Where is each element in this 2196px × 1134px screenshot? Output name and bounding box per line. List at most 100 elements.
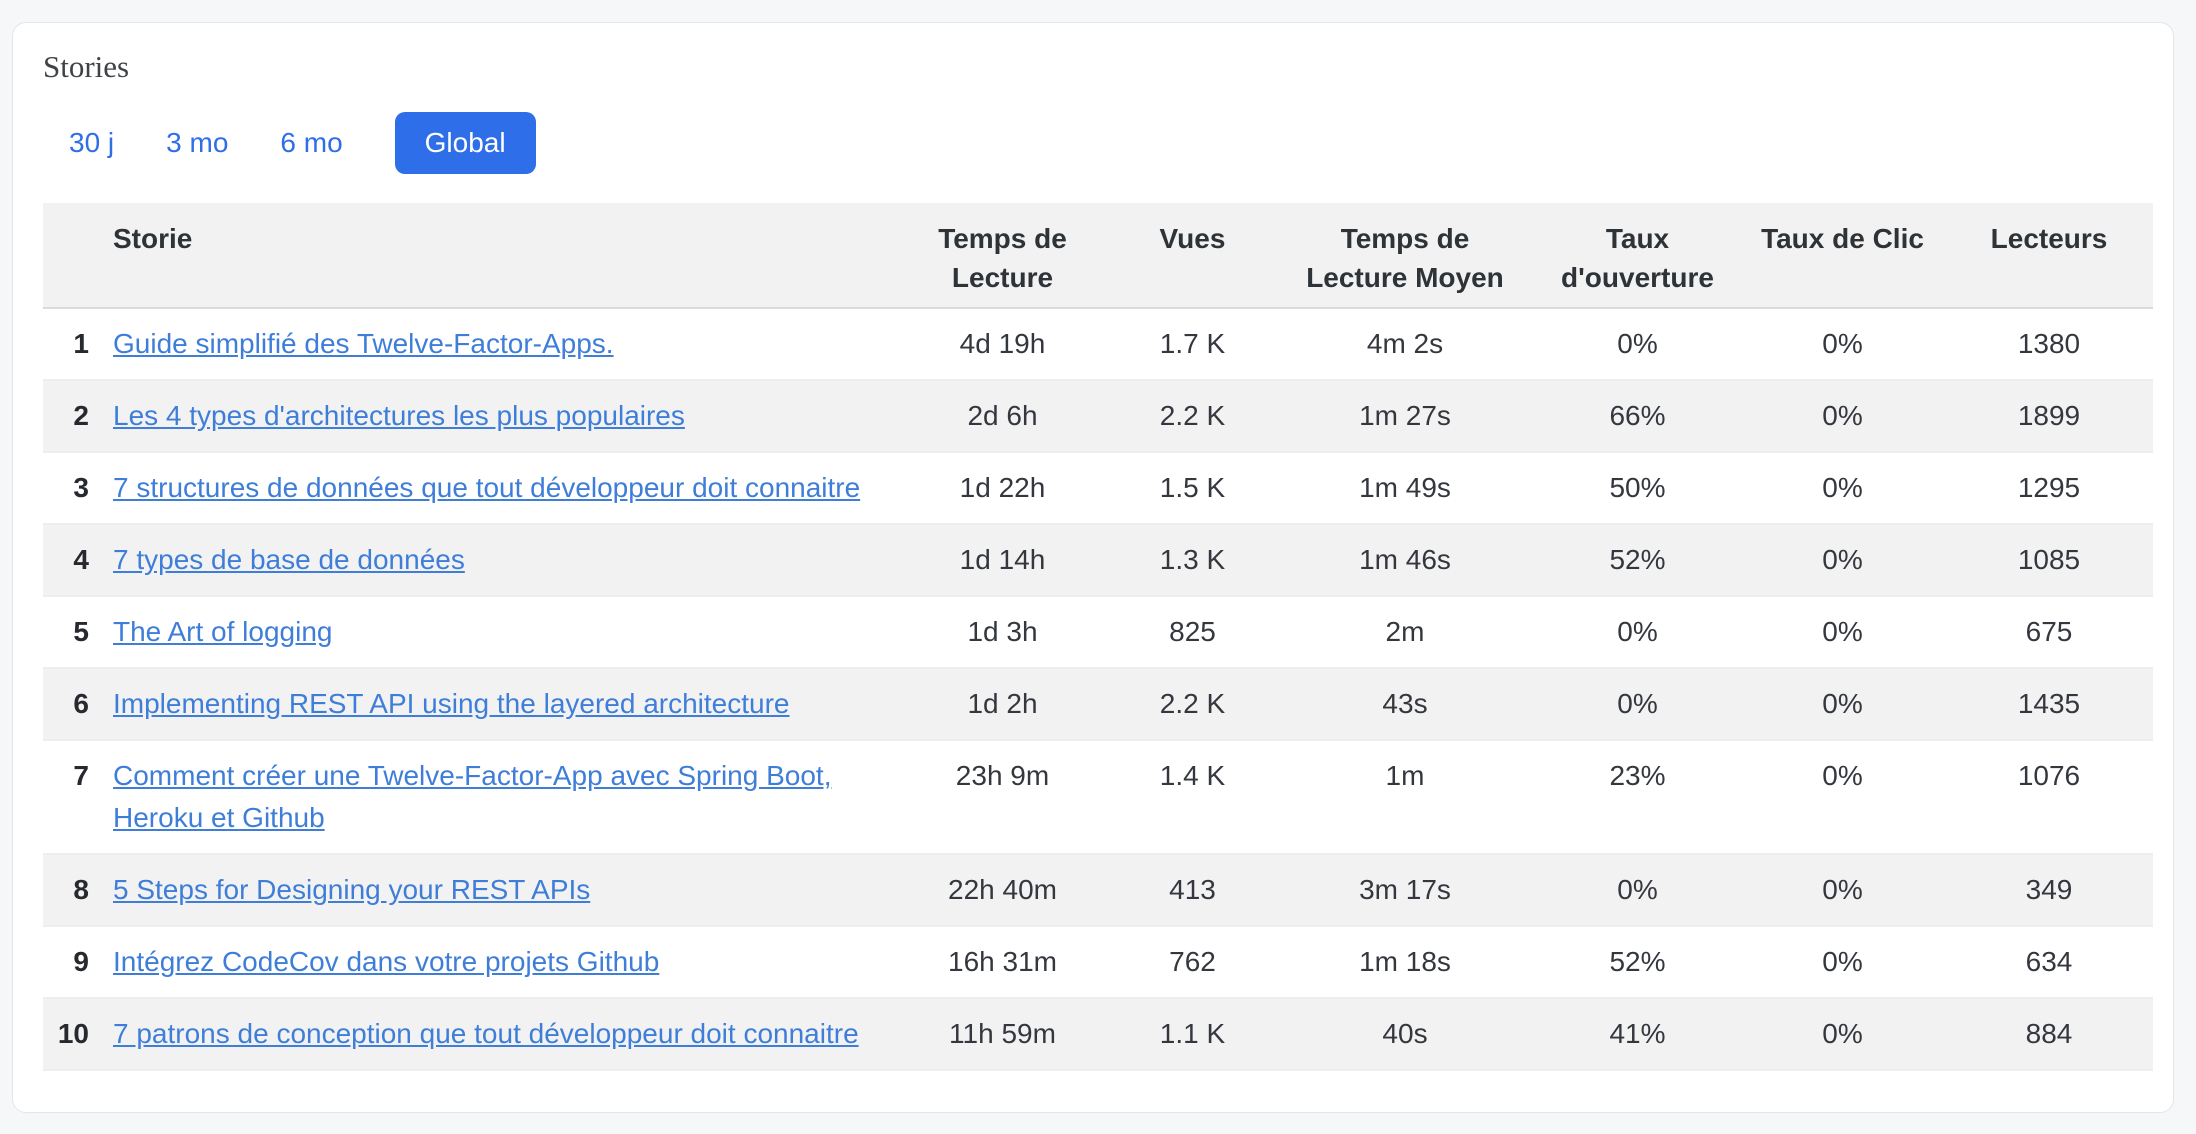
column-header-ouv: Taux d'ouverture [1535,203,1740,309]
views-cell: 762 [1110,926,1275,999]
views-cell: 1.5 K [1110,452,1275,525]
tab-3mo[interactable]: 3 mo [166,127,229,158]
avg-reading-time-cell: 1m 46s [1275,524,1535,597]
stories-card: Stories 30 j 3 mo 6 mo Global Storie Temps d… [12,22,2174,1113]
story-link[interactable]: Implementing REST API using the layered … [113,688,790,719]
readers-cell: 1295 [1945,452,2153,525]
readers-cell: 349 [1945,854,2153,927]
reading-time-cell: 1d 3h [895,596,1110,669]
story-link[interactable]: Intégrez CodeCov dans votre projets Gith… [113,946,660,977]
open-rate-cell: 0% [1535,854,1740,927]
column-header-tdlm: Temps de Lecture Moyen [1275,203,1535,309]
story-link[interactable]: 7 structures de données que tout dévelop… [113,472,861,503]
story-link[interactable]: Guide simplifié des Twelve-Factor-Apps. [113,328,614,359]
click-rate-cell: 0% [1740,998,1945,1071]
reading-time-cell: 16h 31m [895,926,1110,999]
avg-reading-time-cell: 4m 2s [1275,308,1535,381]
table-row: 10 7 patrons de conception que tout dével… [43,998,2153,1071]
open-rate-cell: 66% [1535,380,1740,453]
click-rate-cell: 0% [1740,926,1945,999]
column-header-tdl: Temps de Lecture [895,203,1110,309]
row-rank: 2 [43,380,95,453]
period-tabs: 30 j 3 mo 6 mo Global [69,111,2151,175]
table-row: 4 7 types de base de données 1d 14h 1.3 K 1m… [43,524,2153,597]
views-cell: 413 [1110,854,1275,927]
readers-cell: 634 [1945,926,2153,999]
open-rate-cell: 0% [1535,308,1740,381]
story-link[interactable]: Les 4 types d'architectures les plus pop… [113,400,685,431]
story-link[interactable]: The Art of logging [113,616,333,647]
reading-time-cell: 2d 6h [895,380,1110,453]
story-link[interactable]: Comment créer une Twelve-Factor-App avec… [113,760,832,833]
story-title-cell: The Art of logging [95,596,895,669]
story-link[interactable]: 5 Steps for Designing your REST APIs [113,874,591,905]
table-row: 8 5 Steps for Designing your REST APIs 22h… [43,854,2153,927]
row-rank: 3 [43,452,95,525]
table-row: 3 7 structures de données que tout dévelo… [43,452,2153,525]
card-title: Stories [43,49,130,84]
open-rate-cell: 23% [1535,740,1740,855]
column-header-clic: Taux de Clic [1740,203,1945,309]
column-header-lect: Lecteurs [1945,203,2153,309]
tab-30j[interactable]: 30 j [69,127,115,158]
table-row: 2 Les 4 types d'architectures les plus po… [43,380,2153,453]
story-title-cell: 5 Steps for Designing your REST APIs [95,854,895,927]
tab-global[interactable]: Global [394,112,536,174]
story-title-cell: Implementing REST API using the layered … [95,668,895,741]
story-link[interactable]: 7 patrons de conception que tout dévelop… [113,1018,859,1049]
reading-time-cell: 1d 14h [895,524,1110,597]
row-rank: 4 [43,524,95,597]
views-cell: 825 [1110,596,1275,669]
views-cell: 1.1 K [1110,998,1275,1071]
story-title-cell: 7 patrons de conception que tout dévelop… [95,998,895,1071]
tab-6mo[interactable]: 6 mo [280,127,343,158]
avg-reading-time-cell: 1m 49s [1275,452,1535,525]
click-rate-cell: 0% [1740,596,1945,669]
reading-time-cell: 4d 19h [895,308,1110,381]
row-rank: 6 [43,668,95,741]
reading-time-cell: 11h 59m [895,998,1110,1071]
avg-reading-time-cell: 1m 27s [1275,380,1535,453]
table-row: 7 Comment créer une Twelve-Factor-App ave… [43,740,2153,855]
row-rank: 7 [43,740,95,855]
reading-time-cell: 1d 2h [895,668,1110,741]
row-rank: 10 [43,998,95,1071]
click-rate-cell: 0% [1740,308,1945,381]
views-cell: 1.3 K [1110,524,1275,597]
views-cell: 1.4 K [1110,740,1275,855]
readers-cell: 1085 [1945,524,2153,597]
open-rate-cell: 52% [1535,926,1740,999]
story-title-cell: Intégrez CodeCov dans votre projets Gith… [95,926,895,999]
reading-time-cell: 1d 22h [895,452,1110,525]
story-link[interactable]: 7 types de base de données [113,544,465,575]
open-rate-cell: 50% [1535,452,1740,525]
row-rank: 8 [43,854,95,927]
table-row: 5 The Art of logging 1d 3h 825 2m 0% 0% 675 [43,596,2153,669]
readers-cell: 884 [1945,998,2153,1071]
stories-table: Storie Temps de Lecture Vues Temps de Lectu… [43,203,2153,1071]
click-rate-cell: 0% [1740,380,1945,453]
readers-cell: 1076 [1945,740,2153,855]
open-rate-cell: 0% [1535,668,1740,741]
column-header-vues: Vues [1110,203,1275,309]
readers-cell: 1899 [1945,380,2153,453]
stories-table-wrap: Storie Temps de Lecture Vues Temps de Lectu… [43,203,2153,1071]
click-rate-cell: 0% [1740,740,1945,855]
table-row: 1 Guide simplifié des Twelve-Factor-Apps.… [43,308,2153,381]
readers-cell: 675 [1945,596,2153,669]
row-rank: 5 [43,596,95,669]
story-title-cell: 7 structures de données que tout dévelop… [95,452,895,525]
table-row: 6 Implementing REST API using the layered… [43,668,2153,741]
row-rank: 1 [43,308,95,381]
avg-reading-time-cell: 2m [1275,596,1535,669]
avg-reading-time-cell: 1m [1275,740,1535,855]
avg-reading-time-cell: 40s [1275,998,1535,1071]
row-rank: 9 [43,926,95,999]
table-header-row: Storie Temps de Lecture Vues Temps de Lectu… [43,203,2153,309]
reading-time-cell: 22h 40m [895,854,1110,927]
readers-cell: 1435 [1945,668,2153,741]
story-title-cell: Comment créer une Twelve-Factor-App avec… [95,740,895,855]
avg-reading-time-cell: 1m 18s [1275,926,1535,999]
reading-time-cell: 23h 9m [895,740,1110,855]
table-row: 9 Intégrez CodeCov dans votre projets Git… [43,926,2153,999]
